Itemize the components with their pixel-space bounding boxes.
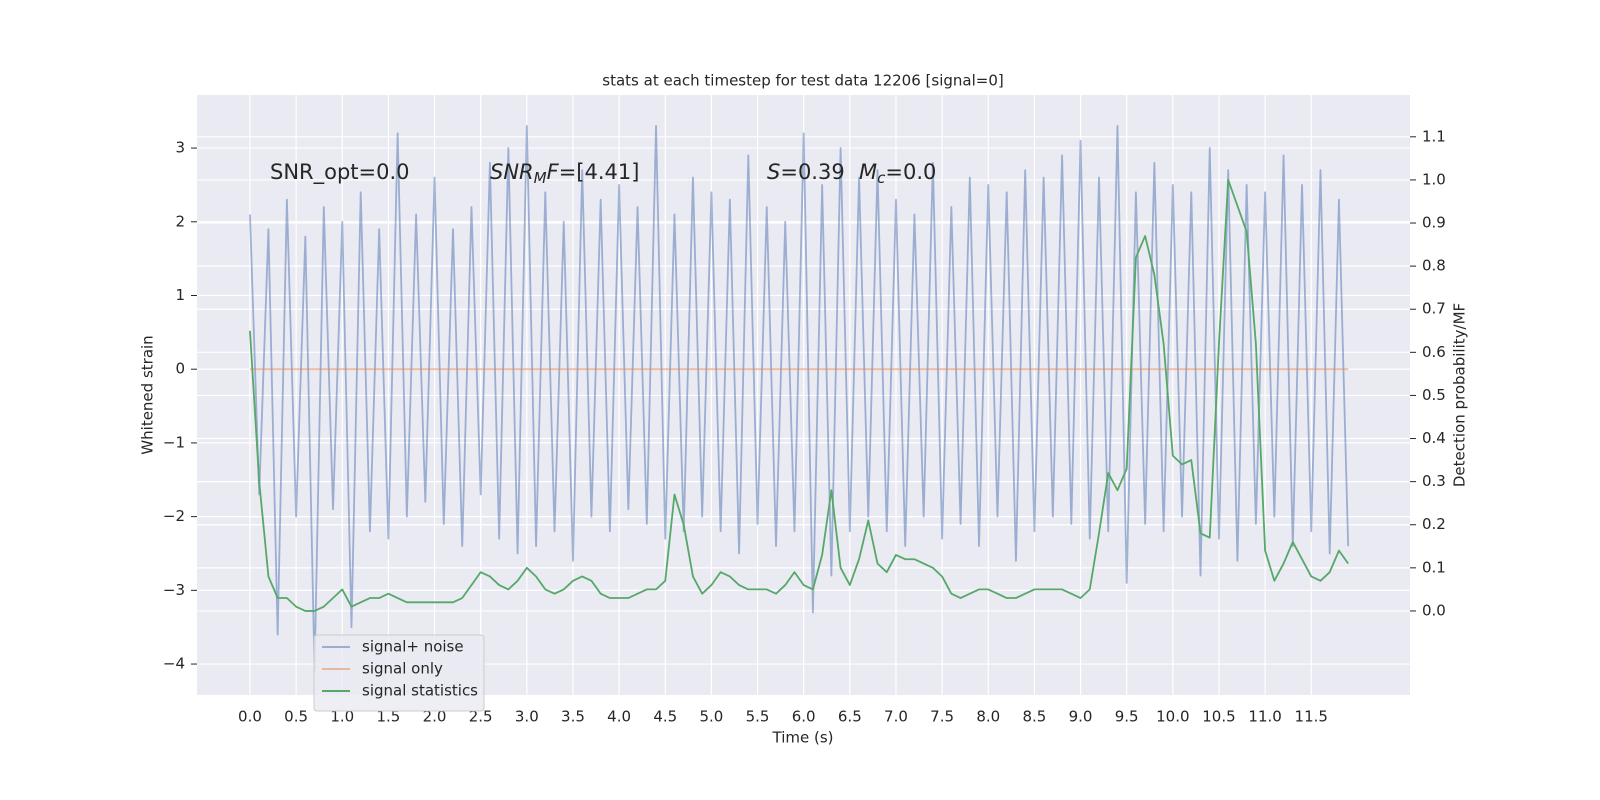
x-tick-label: 8.5 xyxy=(1022,708,1046,726)
labels: 0.0 0.5 1.0 1.5 2.0 2.5 3.0 3.5 4.0 4.5 5.0 5.5 6.0 6… xyxy=(163,127,1446,725)
annotation-part: =0.0 xyxy=(885,160,936,184)
annotation-part: c xyxy=(877,169,886,187)
series-line xyxy=(249,125,1350,673)
legend-label: signal statistics xyxy=(362,682,478,700)
y2-tick-label: 0.4 xyxy=(1422,429,1446,447)
x-tick-label: 2.5 xyxy=(469,708,493,726)
annotation-part: F xyxy=(547,160,560,184)
x-axis-label: Time (s) xyxy=(772,729,834,747)
y2-tick-label: 0.8 xyxy=(1422,257,1446,275)
y2-tick-label: 0.9 xyxy=(1422,214,1446,232)
annotation: S=0.39 xyxy=(767,160,845,184)
y-tick-label: −2 xyxy=(163,507,185,525)
annotation-part: SNR xyxy=(490,160,534,184)
annotation: SNRMF=[4.41] xyxy=(490,160,639,187)
annotation: Mc=0.0 xyxy=(859,160,936,187)
y2-tick-label: 0.1 xyxy=(1422,558,1446,576)
y-axis-label: Whitened strain xyxy=(139,335,157,454)
annotation-part: =[4.41] xyxy=(559,160,640,184)
x-tick-label: 9.5 xyxy=(1115,708,1139,726)
x-tick-label: 7.5 xyxy=(930,708,954,726)
y-tick-label: −3 xyxy=(163,581,185,599)
x-tick-label: 3.0 xyxy=(515,708,539,726)
y-tick-label: 3 xyxy=(175,139,185,157)
y2-tick-label: 0.7 xyxy=(1422,300,1446,318)
y-tick-label: −4 xyxy=(163,655,185,673)
x-tick-label: 4.0 xyxy=(607,708,631,726)
annotation-part: =0.39 xyxy=(780,160,844,184)
legend-label: signal only xyxy=(362,660,443,678)
x-tick-label: 8.0 xyxy=(976,708,1000,726)
x-tick-label: 2.0 xyxy=(423,708,447,726)
y2-tick-label: 1.1 xyxy=(1422,127,1446,145)
x-tick-label: 11.5 xyxy=(1295,708,1328,726)
y2-tick-label: 0.0 xyxy=(1422,601,1446,619)
x-tick-label: 7.0 xyxy=(884,708,908,726)
series-line xyxy=(249,179,1349,612)
y2-tick-label: 0.3 xyxy=(1422,472,1446,490)
x-tick-label: 1.5 xyxy=(376,708,400,726)
y-tick-label: −1 xyxy=(163,433,185,451)
marks xyxy=(249,125,1350,673)
x-tick-label: 3.5 xyxy=(561,708,585,726)
y-tick-label: 2 xyxy=(175,212,185,230)
x-tick-label: 4.5 xyxy=(653,708,677,726)
annotation-part: M xyxy=(859,160,877,184)
annotation-part: SNR_opt=0.0 xyxy=(270,160,410,185)
x-tick-label: 6.5 xyxy=(838,708,862,726)
annotation-part: S xyxy=(767,160,780,184)
annotation-part: M xyxy=(534,169,547,187)
x-tick-label: 6.0 xyxy=(792,708,816,726)
y-tick-label: 1 xyxy=(175,286,185,304)
y2-axis-label: Detection probability/MF xyxy=(1451,303,1469,487)
annotation: SNR_opt=0.0 xyxy=(270,160,410,185)
x-tick-label: 9.0 xyxy=(1069,708,1093,726)
x-tick-label: 5.5 xyxy=(746,708,770,726)
legend-label: signal+ noise xyxy=(362,638,464,656)
y2-tick-label: 0.5 xyxy=(1422,386,1446,404)
y-tick-label: 0 xyxy=(175,360,185,378)
y2-tick-label: 1.0 xyxy=(1422,170,1446,188)
x-tick-label: 0.5 xyxy=(284,708,308,726)
legend-box xyxy=(313,634,485,712)
chart-title: stats at each timestep for test data 122… xyxy=(602,72,1003,90)
x-tick-label: 1.0 xyxy=(330,708,354,726)
x-tick-label: 11.0 xyxy=(1248,708,1281,726)
x-tick-label: 5.0 xyxy=(699,708,723,726)
x-tick-label: 0.0 xyxy=(238,708,262,726)
x-tick-label: 10.0 xyxy=(1156,708,1189,726)
y2-tick-label: 0.2 xyxy=(1422,515,1446,533)
legend: signal+ noise signal only signal statistic… xyxy=(313,634,485,712)
x-tick-label: 10.5 xyxy=(1202,708,1235,726)
y2-tick-label: 0.6 xyxy=(1422,343,1446,361)
